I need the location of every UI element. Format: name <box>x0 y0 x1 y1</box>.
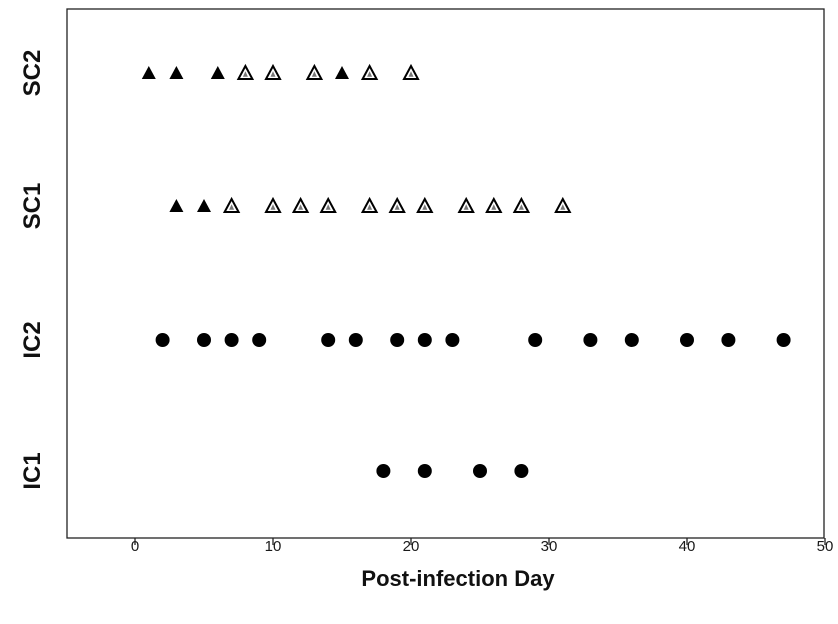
ic2-point-2 <box>224 333 239 347</box>
sc1-point-1 <box>197 199 211 212</box>
ic2-point-13 <box>721 333 736 347</box>
ic2-point-6 <box>390 333 405 347</box>
ic1-point-2 <box>473 464 487 478</box>
plot-frame <box>66 8 825 539</box>
row-label-ic2: IC2 <box>19 321 46 358</box>
ic2-point-12 <box>680 333 694 347</box>
sc1-point-11 <box>512 196 531 213</box>
sc1-point-6 <box>360 196 379 213</box>
x-tick-label-3: 30 <box>541 538 558 555</box>
x-tick-label-1: 10 <box>265 538 282 555</box>
ic2-point-0 <box>155 333 170 347</box>
sc1-point-5 <box>319 196 337 213</box>
sc2-point-8 <box>402 63 420 80</box>
ic1-point-0 <box>376 464 391 478</box>
x-axis-title: Post-infection Day <box>361 566 555 591</box>
row-label-sc1: SC1 <box>19 183 46 230</box>
sc2-point-7 <box>360 63 379 80</box>
ic2-point-1 <box>197 333 211 347</box>
y-axis-category-labels: SC2 SC1 IC2 IC1 <box>19 50 46 490</box>
x-axis-tick-labels: 0 10 20 30 40 50 <box>131 538 834 555</box>
ic2-point-5 <box>348 333 363 347</box>
ic2-point-11 <box>624 333 639 347</box>
x-tick-label-0: 0 <box>131 538 139 555</box>
ic2-point-14 <box>776 333 791 347</box>
sc2-point-0 <box>141 66 156 79</box>
sc1-point-3 <box>264 196 282 213</box>
sc1-point-12 <box>554 196 572 213</box>
sc1-point-0 <box>169 199 184 212</box>
sc1-point-9 <box>457 196 475 213</box>
sc1-point-10 <box>485 196 503 213</box>
sc1-point-7 <box>388 196 406 213</box>
row-label-sc2: SC2 <box>19 50 46 97</box>
sc2-point-3 <box>236 63 255 80</box>
ic2-point-10 <box>583 333 598 347</box>
data-markers <box>141 63 791 478</box>
ic1-point-3 <box>514 464 529 478</box>
x-tick-label-4: 40 <box>679 538 696 555</box>
ic2-point-8 <box>445 333 460 347</box>
ic2-point-3 <box>252 333 267 347</box>
ic2-point-4 <box>321 333 336 347</box>
ic1-point-1 <box>417 464 432 478</box>
sc2-point-4 <box>264 63 282 80</box>
sc1-point-8 <box>416 196 434 213</box>
x-tick-label-2: 20 <box>403 538 420 555</box>
x-tick-label-5: 50 <box>817 538 834 555</box>
sc2-point-6 <box>335 66 349 79</box>
sc2-point-2 <box>210 66 225 79</box>
sc2-point-1 <box>169 66 184 79</box>
sc1-point-2 <box>222 196 241 213</box>
ic2-point-7 <box>417 333 432 347</box>
x-axis-ticks <box>134 538 826 545</box>
sc2-point-5 <box>305 63 324 80</box>
sc1-point-4 <box>291 196 310 213</box>
ic2-point-9 <box>528 333 543 347</box>
row-label-ic1: IC1 <box>19 452 46 489</box>
